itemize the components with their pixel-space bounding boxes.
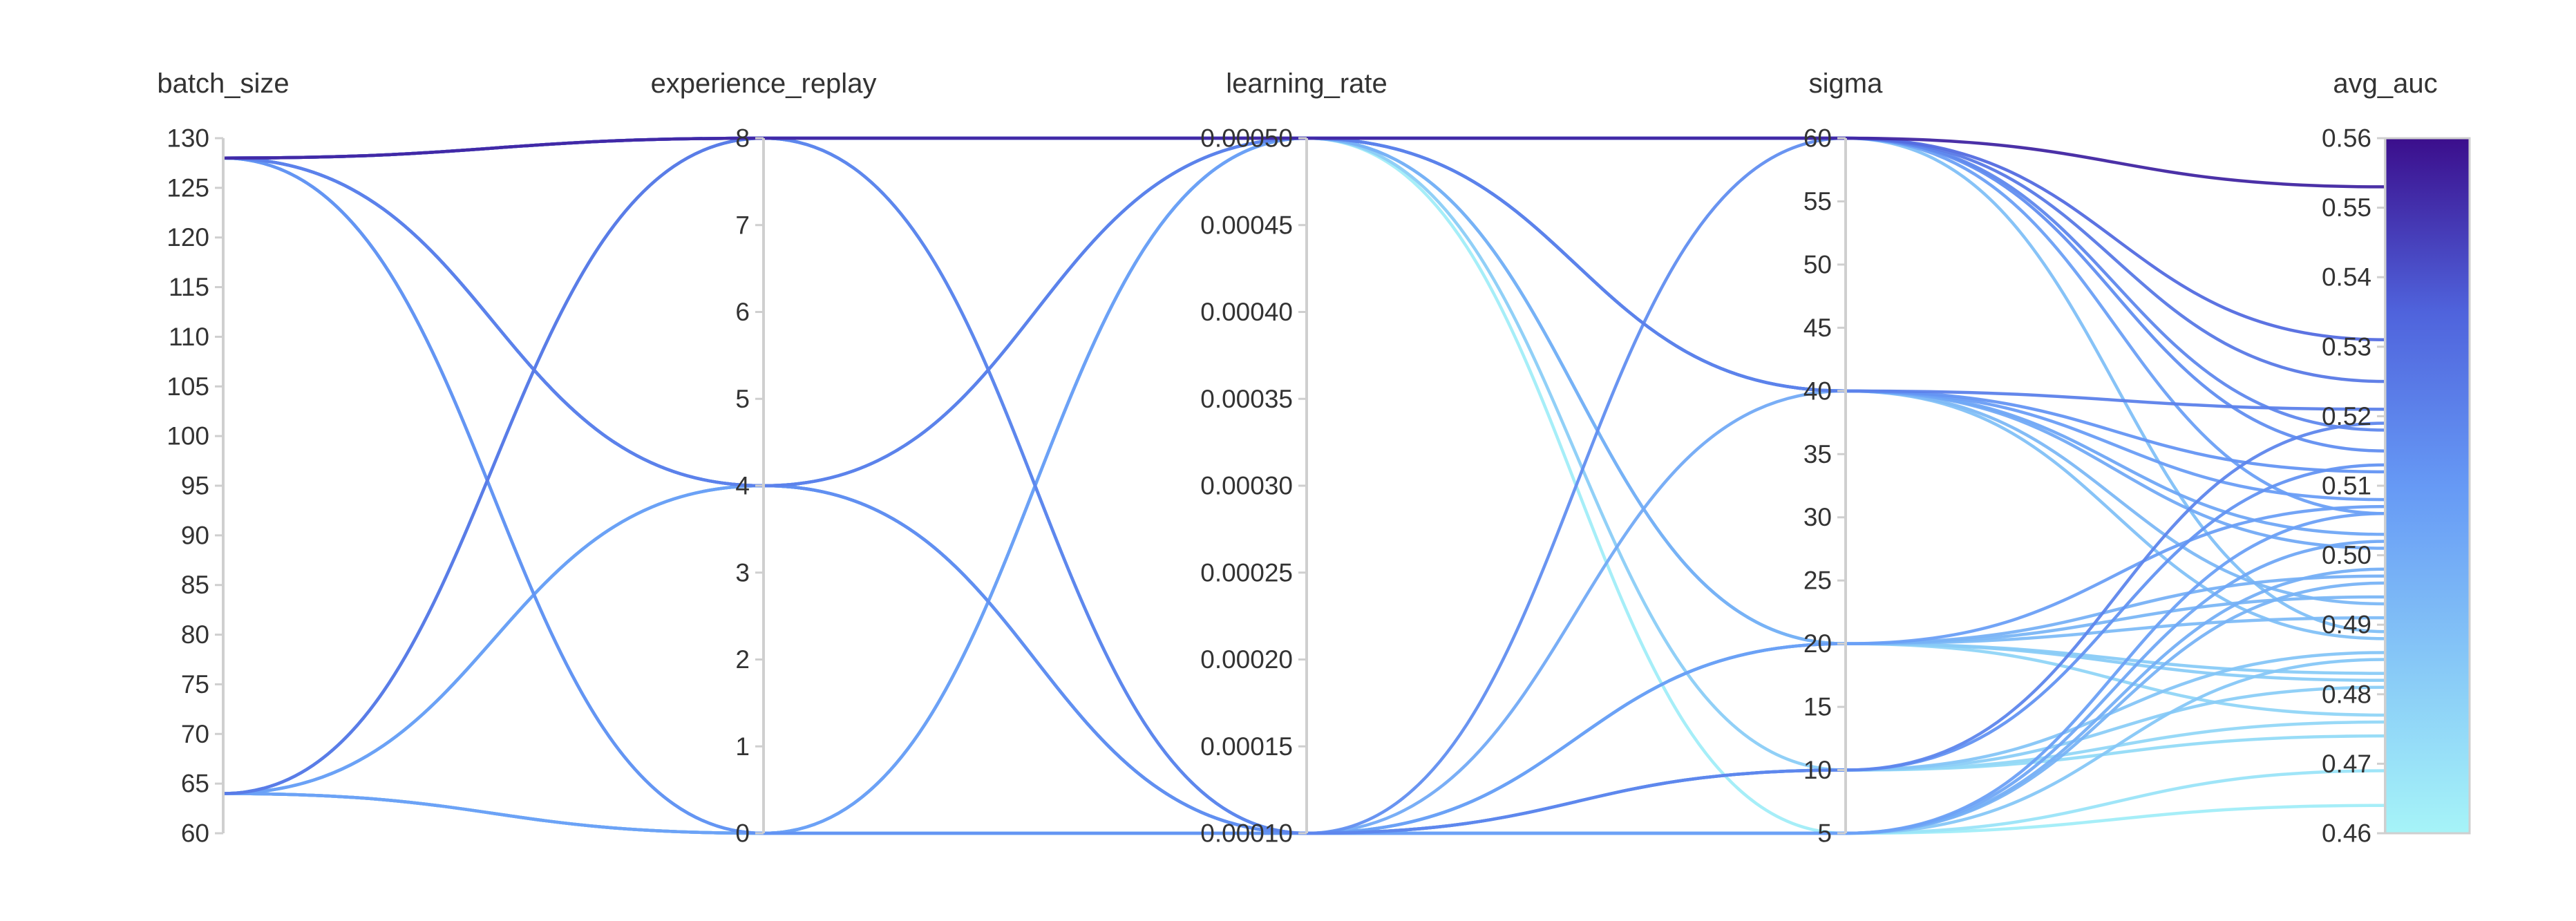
tick-label: 0.00025 <box>1200 558 1293 587</box>
axis-experience-replay[interactable]: experience_replay 0 1 2 3 4 5 6 7 8 <box>651 68 877 848</box>
series-line <box>222 136 2386 502</box>
series-line <box>222 156 2386 835</box>
tick-label: 75 <box>181 670 209 699</box>
axis-title: sigma <box>1809 68 1883 99</box>
tick-label: 100 <box>167 422 209 450</box>
tick-label: 0.53 <box>2322 332 2371 361</box>
colorbar <box>2384 137 2471 835</box>
axis-sigma[interactable]: sigma 5 10 15 20 25 30 35 40 45 50 55 60 <box>1803 68 1883 848</box>
series-line <box>222 642 2386 835</box>
tick-label: 105 <box>167 372 209 401</box>
tick-label: 0.00010 <box>1200 819 1293 848</box>
tick-label: 15 <box>1803 693 1832 721</box>
tick-label: 6 <box>735 298 750 326</box>
tick-label: 0.00030 <box>1200 472 1293 500</box>
tick-label: 2 <box>735 645 750 674</box>
tick-label: 0.55 <box>2322 193 2371 222</box>
tick-label: 0.00050 <box>1200 124 1293 153</box>
tick-label: 110 <box>169 323 209 351</box>
axes-layer: batch_size606570758085909510010511011512… <box>157 68 2437 848</box>
axis-title: experience_replay <box>651 68 877 99</box>
tick-label: 0.00020 <box>1200 645 1293 674</box>
tick-label: 0.00015 <box>1200 732 1293 761</box>
tick-label: 0.54 <box>2322 263 2371 292</box>
tick-label: 25 <box>1803 567 1832 595</box>
tick-label: 5 <box>1817 819 1832 848</box>
axis-title: batch_size <box>157 68 289 99</box>
axis-learning-rate[interactable]: learning_rate 0.00010 0.00015 0.00020 0.0002… <box>1200 68 1388 848</box>
tick-label: 30 <box>1803 503 1832 531</box>
tick-label: 50 <box>1803 250 1832 278</box>
tick-label: 20 <box>1803 629 1832 658</box>
tick-label: 0.00045 <box>1200 211 1293 239</box>
axis-batch-size[interactable]: batch_size 60 65 70 75 80 85 90 95 100 105 110 115 12… <box>157 68 289 848</box>
tick-label: 0.00040 <box>1200 298 1293 326</box>
axis-title: learning_rate <box>1226 68 1388 99</box>
tick-label: 115 <box>169 273 209 301</box>
tick-label: 0.51 <box>2322 472 2371 500</box>
tick-label: 125 <box>167 173 209 202</box>
tick-label: 55 <box>1803 187 1832 216</box>
tick-label: 0.46 <box>2322 819 2371 848</box>
series-line <box>222 136 2386 795</box>
series-line <box>222 720 2386 835</box>
tick-label: 10 <box>1803 756 1832 784</box>
tick-label: 0.49 <box>2322 611 2371 639</box>
tick-label: 60 <box>181 819 209 848</box>
tick-label: 0.48 <box>2322 680 2371 708</box>
tick-label: 40 <box>1803 377 1832 405</box>
series-line <box>222 156 2386 835</box>
tick-label: 70 <box>181 720 209 748</box>
tick-label: 0.52 <box>2322 402 2371 430</box>
series-line <box>222 136 2386 341</box>
tick-label: 85 <box>181 571 209 599</box>
tick-label: 90 <box>181 521 209 549</box>
tick-label: 0.47 <box>2322 750 2371 778</box>
tick-label: 8 <box>735 124 750 153</box>
tick-label: 1 <box>735 732 750 761</box>
tick-label: 0 <box>735 819 750 848</box>
tick-label: 130 <box>167 124 209 153</box>
tick-label: 35 <box>1803 440 1832 468</box>
tick-label: 80 <box>181 620 209 649</box>
series-line <box>222 156 2386 835</box>
series-line <box>222 156 2386 835</box>
series-line <box>222 136 2386 835</box>
tick-label: 45 <box>1803 314 1832 342</box>
tick-label: 5 <box>735 385 750 413</box>
colorbar-layer <box>2384 137 2471 835</box>
series-line <box>222 136 2386 189</box>
series-line <box>222 156 2386 835</box>
tick-label: 4 <box>735 472 750 500</box>
tick-label: 7 <box>735 211 750 239</box>
lines-layer <box>222 136 2386 835</box>
series-line <box>222 136 2386 488</box>
tick-label: 0.56 <box>2322 124 2371 153</box>
series-line <box>222 136 2386 474</box>
tick-label: 0.50 <box>2322 541 2371 569</box>
tick-label: 95 <box>181 472 209 500</box>
axis-title: avg_auc <box>2333 68 2437 99</box>
tick-label: 3 <box>735 558 750 587</box>
tick-label: 60 <box>1803 124 1832 153</box>
tick-label: 65 <box>181 770 209 798</box>
tick-label: 120 <box>167 223 209 251</box>
tick-label: 0.00035 <box>1200 385 1293 413</box>
